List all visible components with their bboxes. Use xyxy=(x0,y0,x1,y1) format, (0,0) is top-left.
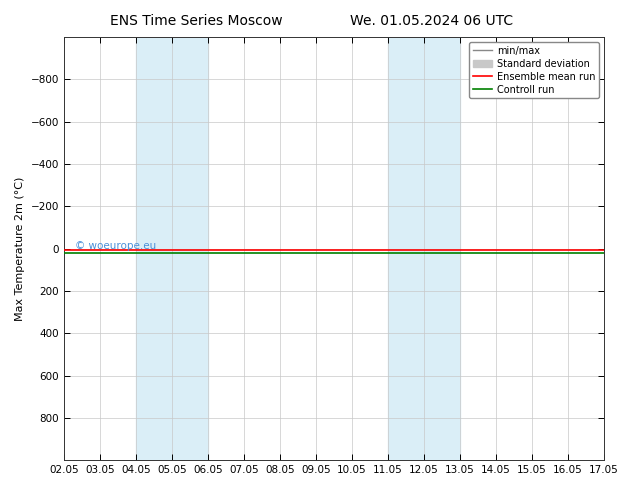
Bar xyxy=(136,37,208,460)
Legend: min/max, Standard deviation, Ensemble mean run, Controll run: min/max, Standard deviation, Ensemble me… xyxy=(469,42,599,98)
Text: We. 01.05.2024 06 UTC: We. 01.05.2024 06 UTC xyxy=(349,14,513,28)
Bar xyxy=(388,37,460,460)
Text: © woeurope.eu: © woeurope.eu xyxy=(75,242,156,251)
Y-axis label: Max Temperature 2m (°C): Max Temperature 2m (°C) xyxy=(15,176,25,321)
Text: ENS Time Series Moscow: ENS Time Series Moscow xyxy=(110,14,283,28)
